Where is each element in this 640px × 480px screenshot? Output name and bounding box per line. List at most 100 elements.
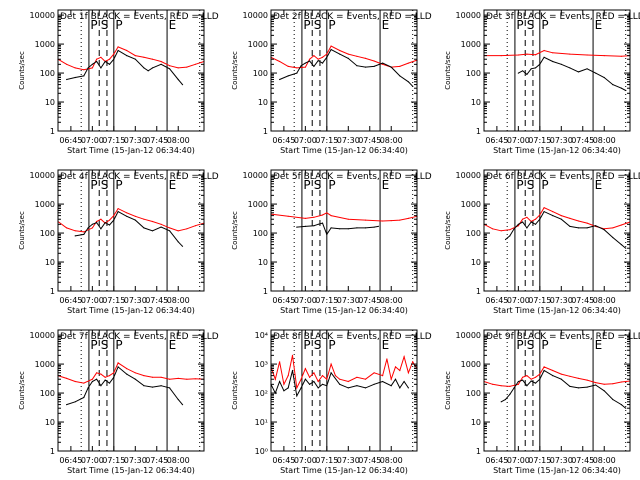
data-point-lld	[326, 212, 328, 214]
x-tick-label: 08:00	[167, 136, 190, 145]
data-point-lld	[539, 373, 541, 375]
data-point-lld	[287, 375, 289, 377]
marker-label: S	[101, 18, 109, 32]
y-tick-label: 1	[476, 127, 481, 136]
y-axis-title: Counts/sec	[444, 211, 452, 250]
data-point-lld	[500, 55, 502, 57]
series-line-events	[270, 370, 409, 398]
x-axis-title: Start Time (15-Jan-12 06:34:40)	[493, 306, 621, 315]
data-point-lld	[186, 378, 188, 380]
series-line-events	[500, 369, 627, 409]
x-tick-label: 07:15	[528, 296, 551, 305]
data-point-events	[279, 78, 281, 81]
data-point-events	[300, 65, 302, 67]
marker-label: P	[328, 338, 335, 352]
data-point-lld	[91, 67, 93, 69]
data-point-lld	[66, 377, 68, 379]
x-tick-label: 07:15	[102, 296, 125, 305]
data-point-lld	[160, 376, 162, 378]
x-tick-label: 07:45	[145, 296, 168, 305]
marker-label: P	[90, 18, 97, 32]
data-point-events	[517, 380, 520, 383]
data-point-lld	[321, 56, 324, 58]
data-point-lld	[526, 375, 528, 377]
y-tick-label: 10	[471, 418, 481, 427]
marker-label: P	[303, 338, 310, 352]
data-point-lld	[74, 230, 76, 232]
x-axis-title: Start Time (15-Jan-12 06:34:40)	[493, 466, 621, 475]
x-tick-label: 07:45	[358, 296, 381, 305]
y-tick-label: 100	[253, 69, 268, 78]
data-point-lld	[83, 382, 85, 384]
x-tick-label: 08:00	[380, 136, 403, 145]
data-point-events	[309, 383, 311, 385]
data-point-lld	[321, 375, 324, 377]
series-line-lld	[270, 212, 418, 222]
panel-title: Det 3f BLACK = Events, RED = LLD	[486, 12, 640, 22]
data-point-events	[513, 387, 515, 389]
data-point-lld	[177, 377, 179, 379]
data-point-events	[143, 385, 145, 387]
data-point-events	[517, 72, 520, 74]
data-point-lld	[339, 378, 341, 380]
data-point-lld	[373, 372, 375, 374]
y-tick-label: 10	[45, 98, 55, 107]
y-tick-label: 1000	[248, 200, 268, 209]
marker-label: E	[169, 178, 177, 192]
data-point-events	[517, 223, 520, 225]
plot-frame	[57, 329, 205, 452]
data-point-events	[74, 235, 76, 237]
series-line-events	[75, 210, 183, 247]
data-point-events	[620, 244, 623, 246]
data-point-lld	[91, 227, 93, 229]
x-tick-label: 07:30	[124, 296, 147, 305]
x-tick-label: 08:00	[593, 136, 616, 145]
data-point-events	[326, 385, 328, 387]
y-tick-label: 10	[258, 98, 268, 107]
series-line-events	[279, 48, 414, 87]
marker-label: E	[169, 18, 177, 32]
data-point-events	[603, 390, 605, 392]
y-tick-label: 10⁴	[255, 331, 268, 340]
data-point-events	[612, 84, 614, 86]
marker-label: E	[595, 178, 603, 192]
data-point-events	[66, 78, 68, 81]
data-point-lld	[66, 227, 68, 229]
data-point-lld	[143, 56, 145, 58]
data-point-events	[356, 227, 358, 229]
data-point-events	[552, 215, 554, 217]
marker-label: P	[115, 338, 122, 352]
data-point-lld	[586, 222, 588, 224]
data-point-events	[304, 378, 306, 380]
y-axis-title: Counts/sec	[18, 371, 26, 410]
marker-label: P	[516, 338, 523, 352]
data-point-events	[96, 222, 98, 224]
x-tick-label: 06:45	[59, 136, 82, 145]
plot-frame	[483, 9, 631, 132]
marker-label: S	[101, 178, 109, 192]
data-point-events	[543, 56, 545, 58]
data-point-lld	[522, 218, 524, 220]
x-tick-label: 07:45	[571, 136, 594, 145]
data-point-lld	[83, 231, 85, 233]
data-point-events	[595, 225, 597, 227]
data-point-lld	[194, 378, 196, 380]
data-point-lld	[313, 55, 315, 57]
data-point-events	[526, 227, 528, 229]
marker-label: S	[314, 18, 322, 32]
data-point-lld	[620, 55, 623, 57]
series-line-lld	[483, 207, 631, 232]
data-point-events	[279, 380, 281, 383]
data-point-events	[177, 398, 179, 401]
data-point-events	[181, 404, 184, 406]
data-point-events	[317, 60, 319, 62]
x-tick-label: 06:45	[59, 456, 82, 465]
y-tick-label: 100	[253, 229, 268, 238]
data-point-lld	[104, 376, 106, 378]
marker-label: S	[527, 18, 535, 32]
data-point-events	[108, 382, 111, 384]
data-point-lld	[309, 376, 311, 378]
